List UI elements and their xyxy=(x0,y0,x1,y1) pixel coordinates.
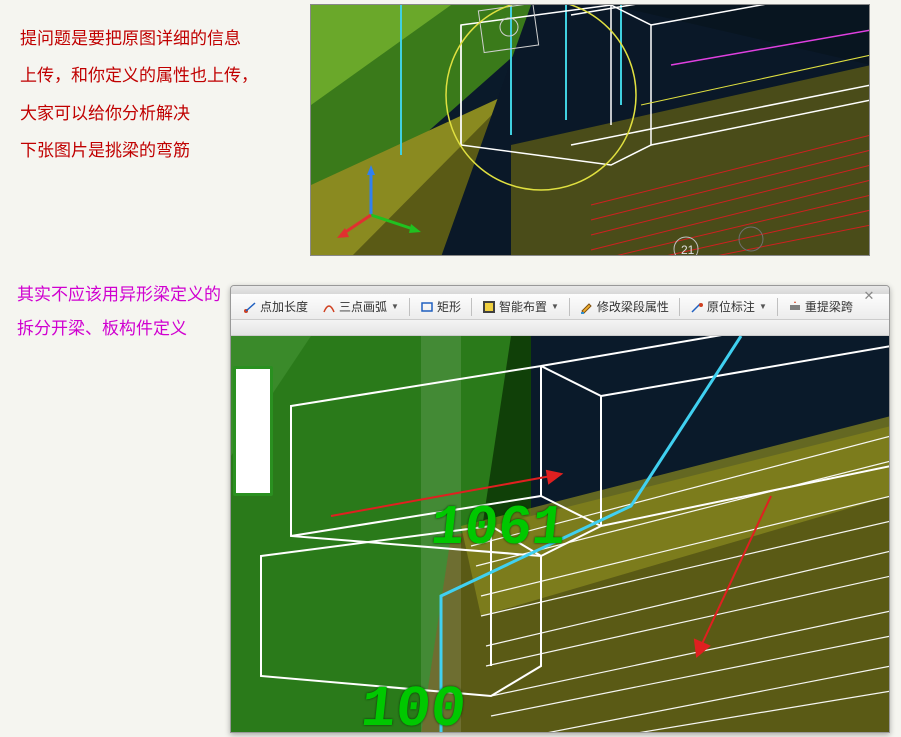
magenta-line-2: 拆分开梁、板构件定义 xyxy=(17,312,257,346)
tool-label: 三点画弧 xyxy=(339,298,387,315)
tool-edit-beam-props[interactable]: 修改梁段属性 xyxy=(574,295,675,318)
smart-place-icon xyxy=(482,300,496,314)
tool-label: 原位标注 xyxy=(707,298,755,315)
cad-app-window: ✕ 点加长度 三点画弧 ▼ 矩形 智能布置 ▼ xyxy=(230,285,890,733)
edit-props-icon xyxy=(580,300,594,314)
toolbar-separator xyxy=(679,298,680,316)
tool-point-length[interactable]: 点加长度 xyxy=(237,295,314,318)
cad-toolbar: 点加长度 三点画弧 ▼ 矩形 智能布置 ▼ xyxy=(231,294,889,320)
annotation-red: 提问题是要把原图详细的信息 上传，和你定义的属性也上传， 大家可以给你分析解决 … xyxy=(20,20,300,170)
reextract-icon xyxy=(788,300,802,314)
top-viewport-svg: 21 xyxy=(311,5,870,256)
marker-21: 21 xyxy=(681,243,695,256)
close-icon[interactable]: ✕ xyxy=(859,288,879,304)
dropdown-icon: ▼ xyxy=(391,302,399,311)
tool-label: 矩形 xyxy=(437,298,461,315)
tool-reextract-span[interactable]: 重提梁跨 xyxy=(782,295,859,318)
tool-label: 智能布置 xyxy=(499,298,547,315)
point-length-icon xyxy=(243,300,257,314)
red-line-2: 上传，和你定义的属性也上传， xyxy=(20,57,300,94)
toolbar-separator xyxy=(471,298,472,316)
main-3d-viewport[interactable]: 1061 100 xyxy=(231,336,889,732)
tool-label: 点加长度 xyxy=(260,298,308,315)
dropdown-icon: ▼ xyxy=(551,302,559,311)
tool-rect[interactable]: 矩形 xyxy=(414,295,467,318)
tool-label: 重提梁跨 xyxy=(805,298,853,315)
tool-smart-place[interactable]: 智能布置 ▼ xyxy=(476,295,565,318)
dimension-1061: 1061 xyxy=(428,496,569,560)
dropdown-icon: ▼ xyxy=(759,302,767,311)
rect-icon xyxy=(420,300,434,314)
tool-label: 修改梁段属性 xyxy=(597,298,669,315)
red-line-1: 提问题是要把原图详细的信息 xyxy=(20,20,300,57)
magenta-line-1: 其实不应该用异形梁定义的 xyxy=(17,278,257,312)
red-line-4: 下张图片是挑梁的弯筋 xyxy=(20,132,300,169)
toolbar-separator xyxy=(777,298,778,316)
annotation-magenta: 其实不应该用异形梁定义的 拆分开梁、板构件定义 xyxy=(17,278,257,346)
toolbar-separator xyxy=(569,298,570,316)
side-panel[interactable] xyxy=(233,366,273,496)
secondary-toolbar xyxy=(231,320,889,336)
window-titlebar[interactable] xyxy=(231,286,889,294)
toolbar-separator xyxy=(409,298,410,316)
tool-in-place-label[interactable]: 原位标注 ▼ xyxy=(684,295,773,318)
tool-three-point-arc[interactable]: 三点画弧 ▼ xyxy=(316,295,405,318)
label-icon xyxy=(690,300,704,314)
arc-icon xyxy=(322,300,336,314)
dimension-100: 100 xyxy=(358,678,469,732)
red-line-3: 大家可以给你分析解决 xyxy=(20,95,300,132)
top-3d-viewport[interactable]: 21 xyxy=(310,4,870,256)
